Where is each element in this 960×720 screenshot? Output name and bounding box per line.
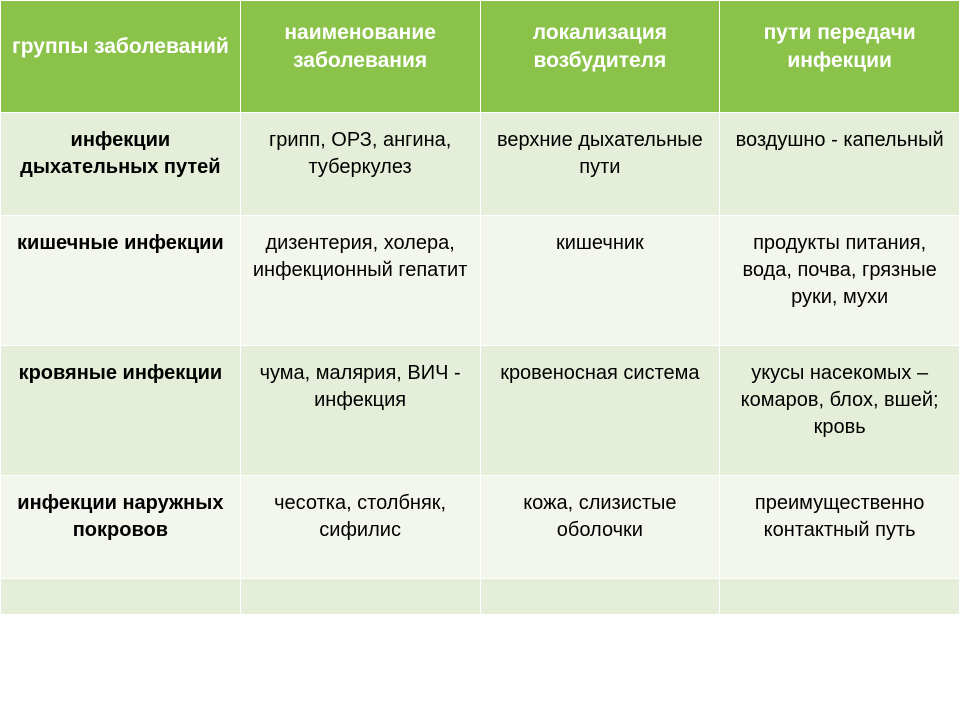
cell-localization: кровеносная система [480, 345, 720, 475]
col-header-group: группы заболеваний [1, 1, 241, 113]
cell-localization: кишечник [480, 215, 720, 345]
cell-empty [240, 578, 480, 614]
cell-group: инфекции дыхательных путей [1, 112, 241, 215]
col-header-name: наименование заболевания [240, 1, 480, 113]
table-row: кишечные инфекции дизентерия, холера, ин… [1, 215, 960, 345]
table-row: кровяные инфекции чума, малярия, ВИЧ - и… [1, 345, 960, 475]
cell-localization: кожа, слизистые оболочки [480, 475, 720, 578]
cell-group: инфекции наружных покровов [1, 475, 241, 578]
cell-empty [1, 578, 241, 614]
cell-group: кровяные инфекции [1, 345, 241, 475]
table-row: инфекции наружных покровов чесотка, стол… [1, 475, 960, 578]
cell-empty [720, 578, 960, 614]
col-header-localization: локализация возбудителя [480, 1, 720, 113]
disease-classification-table: группы заболеваний наименование заболева… [0, 0, 960, 615]
cell-transmission: преимущественно контактный путь [720, 475, 960, 578]
cell-localization: верхние дыхательные пути [480, 112, 720, 215]
table-row-empty [1, 578, 960, 614]
cell-group: кишечные инфекции [1, 215, 241, 345]
cell-transmission: укусы насекомых – комаров, блох, вшей; к… [720, 345, 960, 475]
cell-transmission: воздушно - капельный [720, 112, 960, 215]
cell-name: чума, малярия, ВИЧ - инфекция [240, 345, 480, 475]
table-row: инфекции дыхательных путей грипп, ОРЗ, а… [1, 112, 960, 215]
cell-transmission: продукты питания, вода, почва, грязные р… [720, 215, 960, 345]
col-header-transmission: пути передачи инфекции [720, 1, 960, 113]
cell-name: грипп, ОРЗ, ангина, туберкулез [240, 112, 480, 215]
cell-name: дизентерия, холера, инфекционный гепатит [240, 215, 480, 345]
table-header-row: группы заболеваний наименование заболева… [1, 1, 960, 113]
cell-empty [480, 578, 720, 614]
cell-name: чесотка, столбняк, сифилис [240, 475, 480, 578]
